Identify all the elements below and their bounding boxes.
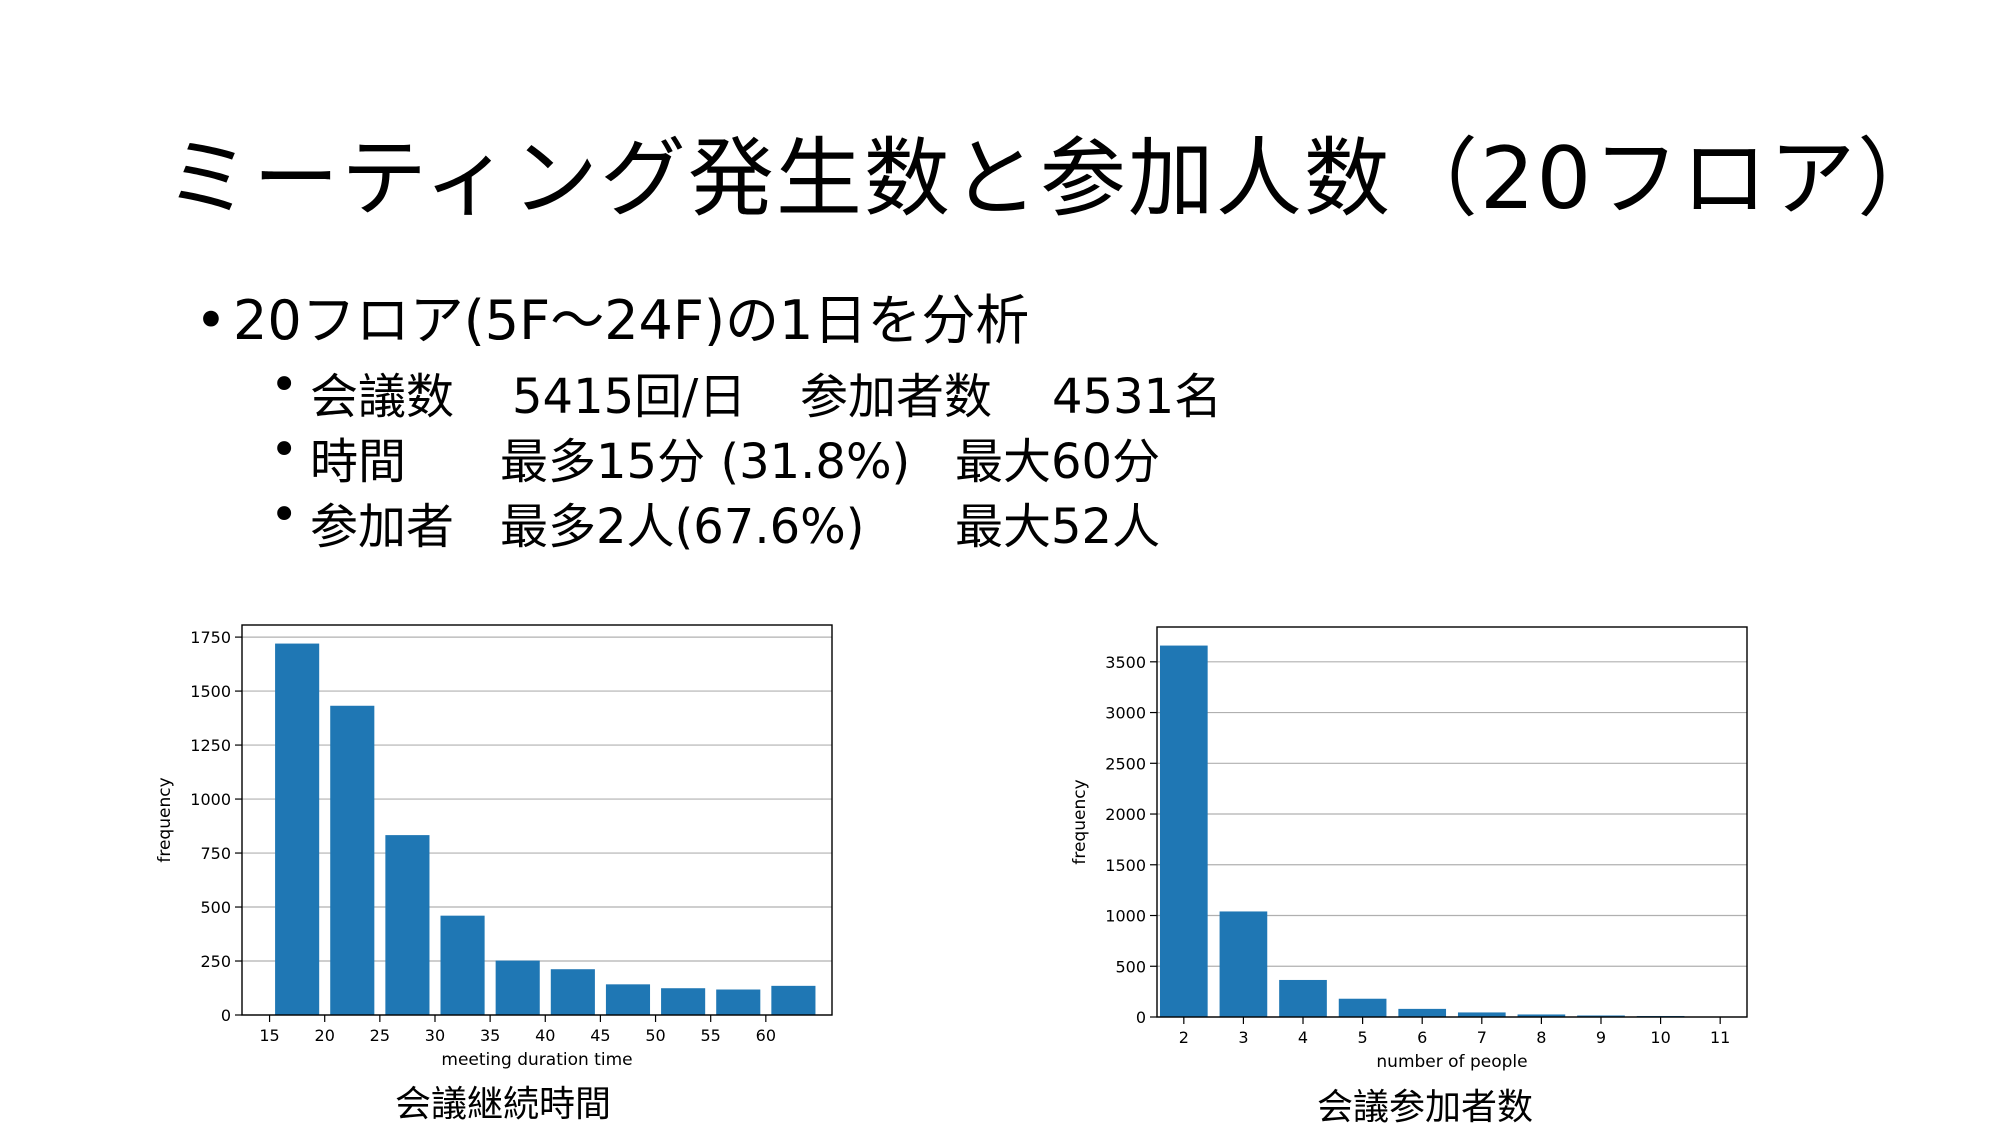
bullet-attendees: • 参加者 最多2人(67.6%) 最大52人: [270, 487, 1160, 555]
x-tick-label: 11: [1710, 1028, 1730, 1047]
y-axis-label: frequency: [155, 777, 175, 862]
caption-people: 会議参加者数: [1317, 1087, 1534, 1128]
y-tick-label: 250: [200, 952, 231, 971]
bullet-duration: • 時間 最多15分 (31.8%) 最大60分: [270, 422, 1160, 490]
bar: [716, 989, 761, 1015]
bullet-dot: •: [270, 422, 299, 478]
y-tick-label: 500: [200, 898, 231, 917]
x-axis-label: meeting duration time: [441, 1050, 632, 1070]
bar: [1219, 911, 1268, 1017]
x-tick-label: 25: [370, 1026, 390, 1045]
y-tick-label: 3000: [1105, 704, 1146, 723]
duration-mode: 最多15分 (31.8%): [500, 434, 911, 490]
y-tick-label: 1500: [190, 682, 231, 701]
x-tick-label: 55: [701, 1026, 721, 1045]
bar: [440, 915, 485, 1015]
y-tick-label: 1000: [190, 790, 231, 809]
slide-title: ミーティング発生数と参加人数（20フロア）: [165, 129, 1946, 229]
x-tick-label: 9: [1596, 1028, 1606, 1047]
x-tick-label: 5: [1358, 1028, 1368, 1047]
caption-duration: 会議継続時間: [395, 1084, 612, 1125]
x-tick-label: 60: [756, 1026, 776, 1045]
x-tick-label: 15: [259, 1026, 279, 1045]
attendees-label: 参加者: [310, 499, 455, 555]
participants-label: 参加者数: [800, 369, 993, 425]
plot-frame: [241, 624, 833, 1016]
x-tick-label: 50: [645, 1026, 665, 1045]
bar: [495, 960, 540, 1015]
bullet-dot: •: [270, 357, 299, 413]
y-tick-label: 2000: [1105, 805, 1146, 824]
y-tick-label: 1250: [190, 736, 231, 755]
x-tick-label: 30: [425, 1026, 445, 1045]
bar: [771, 985, 816, 1015]
x-tick-label: 7: [1477, 1028, 1487, 1047]
bullet-dot: •: [270, 487, 299, 543]
x-tick-label: 45: [590, 1026, 610, 1045]
bullet-main: • 20フロア(5F～24F)の1日を分析: [195, 276, 1029, 355]
bar: [1517, 1014, 1566, 1017]
y-tick-label: 1000: [1105, 907, 1146, 926]
chart-duration-svg: 0 250 500 750 1000 1250 1500 1750 15 20 25 30 35 40 45…: [155, 624, 833, 1070]
bar: [1398, 1008, 1447, 1017]
x-tick-label: 4: [1298, 1028, 1308, 1047]
meetings-label: 会議数: [310, 369, 455, 425]
duration-label: 時間: [310, 434, 407, 490]
x-tick-label: 10: [1650, 1028, 1670, 1047]
meetings-count: 5415回/日: [512, 369, 747, 425]
y-axis-label: frequency: [1070, 779, 1090, 864]
duration-max: 最大60分: [955, 434, 1161, 490]
x-tick-label: 3: [1238, 1028, 1248, 1047]
y-tick-label: 2500: [1105, 754, 1146, 773]
y-tick-label: 1500: [1105, 856, 1146, 875]
bar: [385, 835, 430, 1015]
chart-people: 0 500 1000 1500 2000 2500 3000 3500 2 3 4 5 6 7 8 9 10 11…: [1065, 610, 1765, 1080]
bullet-main-text: 20フロア(5F～24F)の1日を分析: [233, 289, 1030, 352]
bar: [330, 705, 375, 1015]
x-tick-label: 35: [480, 1026, 500, 1045]
bar: [1159, 645, 1208, 1017]
attendees-mode: 最多2人(67.6%): [500, 499, 865, 555]
y-tick-label: 0: [1136, 1008, 1146, 1027]
x-tick-label: 8: [1536, 1028, 1546, 1047]
y-tick-label: 0: [221, 1006, 231, 1025]
chart-people-svg: 0 500 1000 1500 2000 2500 3000 3500 2 3 4 5 6 7 8 9 10 11…: [1070, 626, 1748, 1072]
x-tick-label: 40: [535, 1026, 555, 1045]
bar: [605, 984, 651, 1015]
x-tick-label: 2: [1179, 1028, 1189, 1047]
attendees-max: 最大52人: [955, 499, 1161, 555]
chart-duration: 0 250 500 750 1000 1250 1500 1750 15 20 25 30 35 40 45…: [150, 610, 850, 1080]
x-axis-label: number of people: [1376, 1052, 1527, 1072]
bullet-meetings: • 会議数 5415回/日 参加者数 4531名: [270, 357, 1222, 425]
bullet-dot: •: [195, 289, 227, 352]
bar: [1577, 1015, 1625, 1017]
y-tick-label: 3500: [1105, 653, 1146, 672]
bar: [275, 643, 320, 1015]
participants-count: 4531名: [1052, 369, 1223, 425]
bar: [1279, 979, 1327, 1017]
y-tick-label: 500: [1115, 957, 1146, 976]
y-tick-label: 750: [200, 844, 231, 863]
y-tick-label: 1750: [190, 628, 231, 647]
bar: [1338, 998, 1387, 1017]
bar: [550, 969, 595, 1015]
bar: [661, 988, 706, 1015]
plot-frame: [1156, 626, 1748, 1018]
x-tick-label: 20: [315, 1026, 335, 1045]
bar: [1457, 1012, 1506, 1017]
x-tick-label: 6: [1417, 1028, 1427, 1047]
